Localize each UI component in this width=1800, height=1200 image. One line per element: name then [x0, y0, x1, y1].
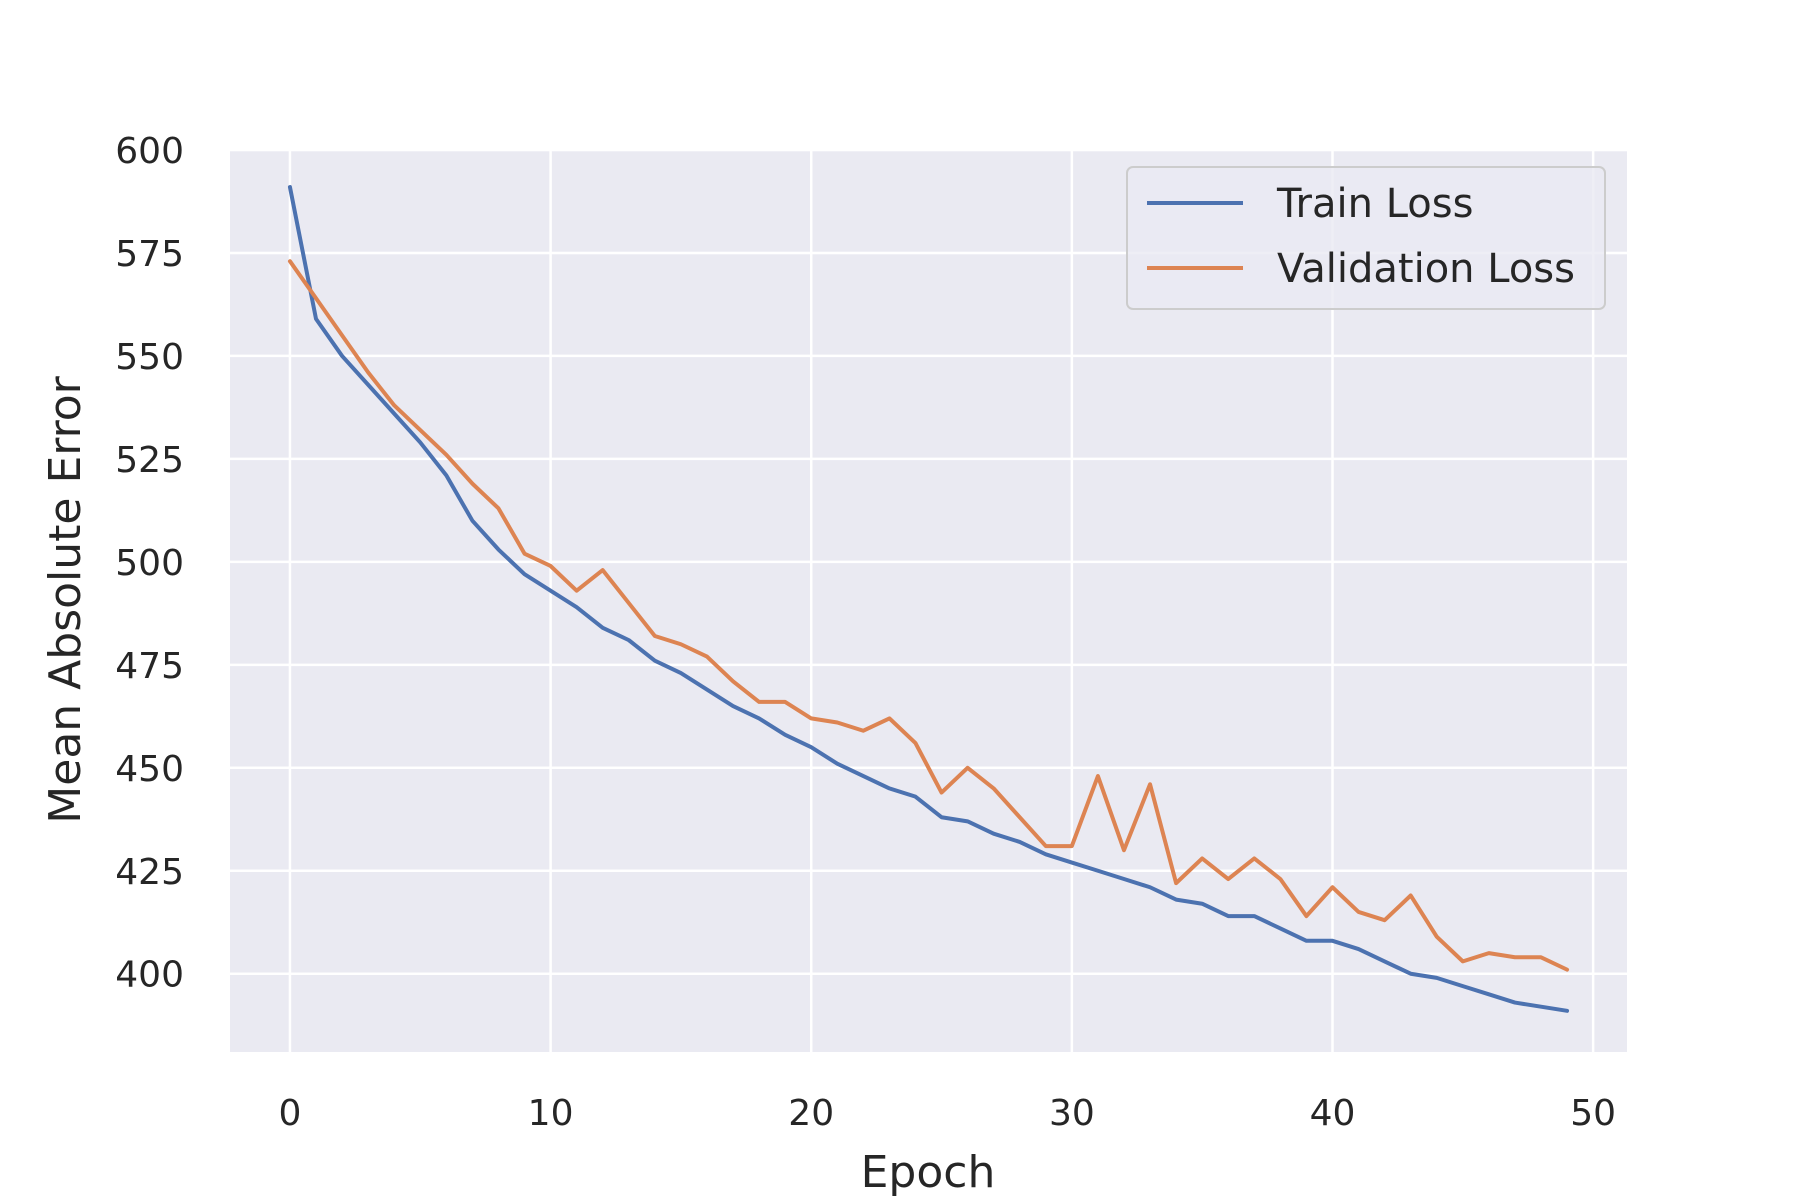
y-tick-label: 500 — [115, 543, 184, 584]
y-tick-label: 600 — [115, 131, 184, 172]
legend-box — [1126, 166, 1606, 310]
y-axis-label: Mean Absolute Error — [40, 375, 91, 823]
x-tick-label: 30 — [1049, 1093, 1095, 1134]
x-tick-labels: 0 10 20 30 40 50 — [278, 1093, 1616, 1134]
series-line-train-loss — [287, 185, 1570, 1013]
x-tick-label: 20 — [788, 1093, 834, 1134]
y-tick-labels: 400 425 450 475 500 525 550 575 600 — [115, 131, 184, 996]
legend-label-train-loss: Train Loss — [1276, 181, 1473, 227]
series-lines — [287, 185, 1570, 1013]
y-tick-label: 575 — [115, 234, 184, 275]
series-line-validation-loss — [287, 259, 1570, 972]
y-tick-label: 475 — [115, 646, 184, 687]
legend: Train Loss Validation Loss — [1126, 166, 1606, 310]
y-tick-label: 400 — [115, 955, 184, 996]
y-tick-label: 550 — [115, 337, 184, 378]
y-tick-label: 425 — [115, 852, 184, 893]
x-tick-label: 0 — [278, 1093, 301, 1134]
x-tick-label: 10 — [528, 1093, 574, 1134]
x-tick-label: 40 — [1310, 1093, 1356, 1134]
y-tick-label: 450 — [115, 749, 184, 790]
legend-label-validation-loss: Validation Loss — [1277, 246, 1575, 292]
x-axis-label: Epoch — [861, 1147, 996, 1198]
y-tick-label: 525 — [115, 440, 184, 481]
x-tick-label: 50 — [1570, 1093, 1616, 1134]
x-gridlines — [288, 150, 1595, 1052]
y-gridlines — [230, 148, 1627, 975]
